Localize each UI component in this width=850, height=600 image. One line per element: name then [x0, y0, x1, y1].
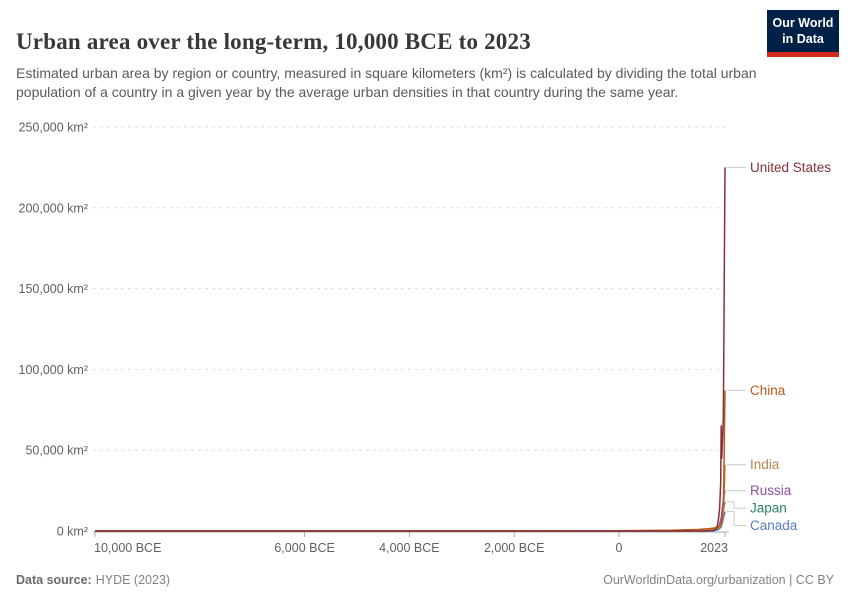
- chart-title: Urban area over the long-term, 10,000 BC…: [16, 29, 531, 55]
- credit-link[interactable]: OurWorldinData.org/urbanization | CC BY: [603, 573, 834, 587]
- x-axis-tick-label: 0: [616, 541, 623, 555]
- series-label-canada[interactable]: Canada: [750, 518, 798, 533]
- series-label-india[interactable]: India: [750, 457, 780, 472]
- series-label-japan[interactable]: Japan: [750, 501, 787, 516]
- chart-footer: Data source: HYDE (2023) OurWorldinData.o…: [16, 573, 834, 587]
- series-label-russia[interactable]: Russia: [750, 483, 792, 498]
- series-line-india[interactable]: [95, 464, 726, 532]
- series-line-russia[interactable]: [95, 490, 726, 532]
- y-axis-tick-label: 200,000 km²: [19, 201, 88, 215]
- x-axis-tick-label: 10,000 BCE: [94, 541, 161, 555]
- owid-logo-line1: Our World: [772, 16, 834, 30]
- data-source: Data source: HYDE (2023): [16, 573, 170, 587]
- series-label-connector: [727, 501, 746, 509]
- x-axis-tick-label: 6,000 BCE: [274, 541, 334, 555]
- series-line-china[interactable]: [95, 390, 726, 532]
- series-line-japan[interactable]: [95, 501, 726, 532]
- data-source-value: HYDE (2023): [95, 573, 171, 587]
- series-line-united-states[interactable]: [95, 167, 726, 532]
- y-axis-tick-label: 100,000 km²: [19, 363, 88, 377]
- x-axis-tick-label: 2023: [700, 541, 728, 555]
- y-axis-tick-label: 0 km²: [57, 525, 88, 539]
- series-label-united-states[interactable]: United States: [750, 160, 831, 175]
- x-axis-tick-label: 4,000 BCE: [379, 541, 439, 555]
- y-axis-tick-label: 50,000 km²: [25, 444, 88, 458]
- data-source-prefix: Data source:: [16, 573, 92, 587]
- series-label-china[interactable]: China: [750, 383, 786, 398]
- owid-logo-line2: in Data: [782, 31, 824, 46]
- y-axis-tick-label: 150,000 km²: [19, 282, 88, 296]
- owid-logo[interactable]: Our World in Data: [767, 10, 839, 58]
- series-line-canada[interactable]: [95, 511, 726, 532]
- y-axis-tick-label: 250,000 km²: [19, 121, 88, 135]
- chart-subtitle: Estimated urban area by region or countr…: [16, 65, 757, 100]
- series-label-connector: [727, 511, 746, 527]
- x-axis-tick-label: 2,000 BCE: [484, 541, 544, 555]
